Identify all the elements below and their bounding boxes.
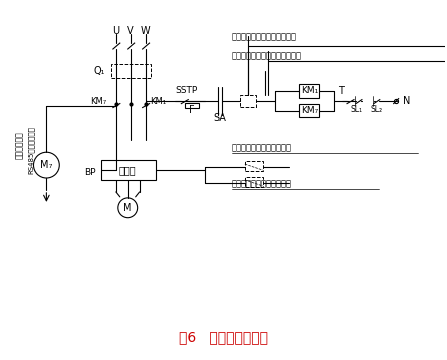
Text: F: F <box>190 104 195 114</box>
Text: N: N <box>403 96 410 105</box>
Text: 散热风机电机: 散热风机电机 <box>15 131 24 159</box>
Bar <box>299 104 319 117</box>
Text: 变频器: 变频器 <box>119 165 136 175</box>
Bar <box>101 160 156 180</box>
Text: KM₇: KM₇ <box>90 97 106 106</box>
Text: W: W <box>141 26 151 36</box>
Text: 去中控室配料设备故障信号: 去中控室配料设备故障信号 <box>232 143 292 152</box>
Text: SL₂: SL₂ <box>371 105 383 114</box>
Text: M₇: M₇ <box>40 160 53 170</box>
Bar <box>186 103 199 108</box>
Bar <box>111 64 151 78</box>
Text: 去中控室的配料设备备双信号: 去中控室的配料设备备双信号 <box>232 32 297 41</box>
Bar <box>299 84 319 98</box>
Text: KM₁: KM₁ <box>301 86 318 95</box>
Text: V: V <box>127 26 134 36</box>
Bar <box>240 95 256 107</box>
Text: U: U <box>112 26 119 36</box>
Bar <box>245 161 263 171</box>
Text: T: T <box>338 86 344 96</box>
Text: 图6   电气控制原理图: 图6 电气控制原理图 <box>178 330 267 344</box>
Text: SSTP: SSTP <box>175 86 198 95</box>
Text: M: M <box>123 203 132 213</box>
Text: KM₁: KM₁ <box>151 97 167 106</box>
Text: 由中控室来的配料设备起停信号: 由中控室来的配料设备起停信号 <box>232 51 302 60</box>
Bar <box>245 177 263 187</box>
Text: RS485流量控制信号: RS485流量控制信号 <box>28 126 35 174</box>
Text: SL₁: SL₁ <box>351 105 363 114</box>
Text: SA: SA <box>214 113 227 123</box>
Text: KM₇: KM₇ <box>301 106 318 115</box>
Text: BP: BP <box>84 167 96 176</box>
Text: 去中控室配料设备应答信号: 去中控室配料设备应答信号 <box>232 179 292 188</box>
Text: Q₁: Q₁ <box>93 66 105 76</box>
